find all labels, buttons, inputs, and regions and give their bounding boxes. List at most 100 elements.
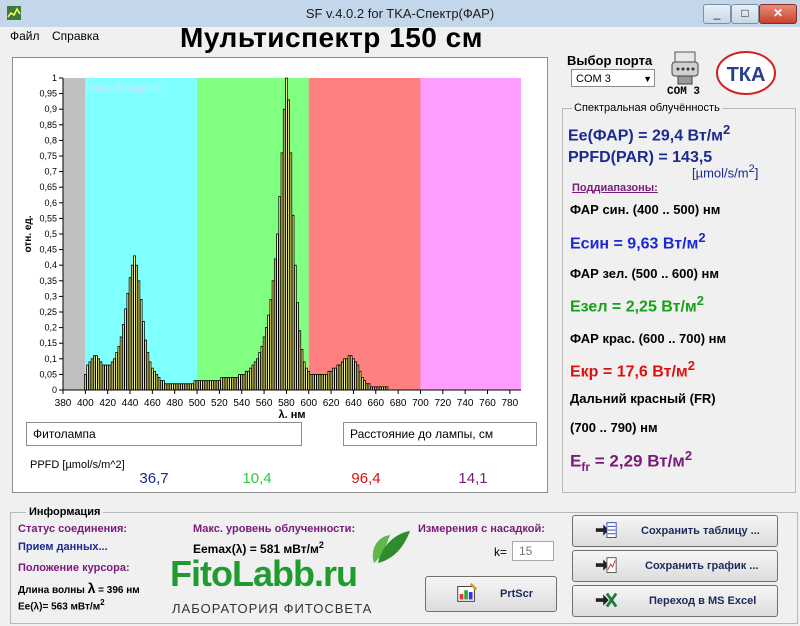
x-tick-label: 760 [479, 398, 496, 409]
spectrum-bar [244, 370, 248, 391]
spectrum-bar [220, 377, 223, 391]
spectrum-bar [307, 370, 311, 391]
spectrum-bar [175, 383, 179, 391]
spectrum-chart[interactable]: www.tkaspb.ru 0 0,05 0,1 0,15 0,2 0,25 0,3 0,35 0… [13, 58, 547, 418]
port-label: Выбор порта [567, 53, 653, 68]
com-indicator: COM 3 [667, 86, 701, 98]
distance-field[interactable]: Расстояние до лампы, см [343, 422, 537, 446]
k-input[interactable]: 15 [512, 541, 554, 561]
spectrum-bar [88, 361, 92, 391]
spectral-band-3 [308, 78, 421, 390]
spectrum-bar [115, 352, 118, 391]
red-range: ФАР крас. (600 .. 700) нм [570, 331, 727, 346]
e-red: Екр = 17,6 Вт/м2 [570, 358, 695, 381]
spectrum-bar [227, 377, 230, 391]
spectrum-bar [282, 108, 286, 391]
y-tick-label: 0,45 [39, 245, 57, 255]
spectrum-bar [206, 380, 210, 391]
spectrum-bar [180, 383, 183, 391]
x-tick-label: 640 [345, 398, 362, 409]
spectrum-bar [213, 380, 217, 391]
spectrum-bar [280, 152, 284, 391]
spectrum-bar [273, 258, 277, 391]
spectrum-bar [126, 292, 130, 391]
save-table-button[interactable]: Сохранить таблицу ... [572, 515, 778, 547]
printscr-button[interactable]: PrtScr [425, 576, 557, 612]
spectrum-bar [113, 358, 116, 391]
tka-logo-icon: ТКА [716, 51, 776, 95]
spectrum-bar [84, 373, 87, 391]
y-tick-label: 0,8 [44, 135, 57, 145]
spectrum-bar [133, 255, 136, 391]
e-blue: Есин = 9,63 Вт/м2 [570, 230, 706, 253]
menu-file[interactable]: Файл [10, 29, 40, 43]
ppfd-fr-value: 14,1 [458, 470, 488, 487]
spectrum-bar [233, 377, 237, 391]
maximize-button[interactable]: □ [731, 4, 759, 24]
spectrum-bar [144, 339, 147, 391]
save-chart-button[interactable]: Сохранить график ... [572, 550, 778, 582]
spectrum-bar [106, 364, 109, 391]
x-tick-label: 520 [211, 398, 228, 409]
y-tick-label: 0,85 [39, 120, 57, 130]
spectrum-bar [354, 361, 357, 391]
e-green: Езел = 2,25 Вт/м2 [570, 293, 704, 316]
spectrum-bar [151, 367, 154, 391]
lamp-field[interactable]: Фитолампа [26, 422, 302, 446]
y-tick-label: 0,7 [44, 167, 57, 177]
spectrum-bar [200, 380, 203, 391]
x-tick-label: 400 [77, 398, 94, 409]
spectrum-bar [334, 367, 337, 391]
spectrum-bar [222, 377, 226, 391]
excel-button[interactable]: Переход в MS Excel [572, 585, 778, 617]
spectrum-bar [238, 373, 241, 391]
ee-far: Ee(ФАР) = 29,4 Вт/м2 [568, 122, 731, 145]
spectrum-bar [157, 377, 161, 391]
y-tick-label: 0,65 [39, 182, 57, 192]
y-tick-label: 0,25 [39, 307, 57, 317]
spectrum-bar [86, 364, 89, 391]
spectrum-bar [95, 355, 98, 391]
spectrum-bar [309, 373, 313, 391]
save-table-icon [595, 522, 617, 538]
close-button[interactable]: ✕ [759, 4, 797, 24]
watermark: www.tkaspb.ru [85, 81, 164, 95]
spectrum-bar [218, 380, 221, 391]
spectrum-bar [269, 299, 273, 391]
x-tick-label: 720 [434, 398, 451, 409]
eemax-value: Eemax(λ) = 581 мВт/м2 [193, 540, 324, 556]
spectrum-bar [177, 383, 181, 391]
spectrum-bar [302, 361, 306, 391]
spectrum-bar [343, 358, 346, 391]
spectrum-bar [146, 352, 150, 391]
spectrum-bar [99, 361, 103, 391]
x-tick-label: 380 [55, 398, 72, 409]
spectrum-bar [195, 380, 199, 391]
cursor-wavelength: Длина волны λ = 396 нм [18, 580, 140, 596]
spectrum-bar [122, 324, 125, 391]
menu-help[interactable]: Справка [52, 29, 100, 43]
minimize-button[interactable]: _ [703, 4, 731, 24]
spectrum-bar [117, 345, 121, 391]
x-tick-label: 620 [323, 398, 340, 409]
ppfd-blue-value: 36,7 [139, 470, 169, 487]
port-select[interactable]: COM 3 ▼ [571, 69, 655, 87]
spectral-band-0 [63, 78, 86, 390]
spectrum-bar [235, 377, 239, 391]
status-value: Прием данных... [18, 541, 108, 553]
x-tick-label: 420 [99, 398, 116, 409]
spectral-band-4 [420, 78, 521, 390]
y-tick-label: 0,6 [44, 198, 57, 208]
status-label: Статус соединения: [18, 523, 128, 535]
spectrum-bar [345, 358, 349, 391]
x-tick-label: 660 [367, 398, 384, 409]
brand-subtitle: ЛАБОРАТОРИЯ ФИТОСВЕТА [172, 601, 373, 616]
spectral-title: Спектральная облучённость [572, 102, 722, 114]
spectrum-bar [278, 196, 282, 391]
spectrum-bar [327, 370, 331, 391]
spectrum-bar [142, 320, 145, 391]
x-tick-label: 680 [390, 398, 407, 409]
spectrum-bar [240, 373, 244, 391]
spectrum-bar [153, 370, 156, 391]
spectrum-bar [242, 373, 246, 391]
